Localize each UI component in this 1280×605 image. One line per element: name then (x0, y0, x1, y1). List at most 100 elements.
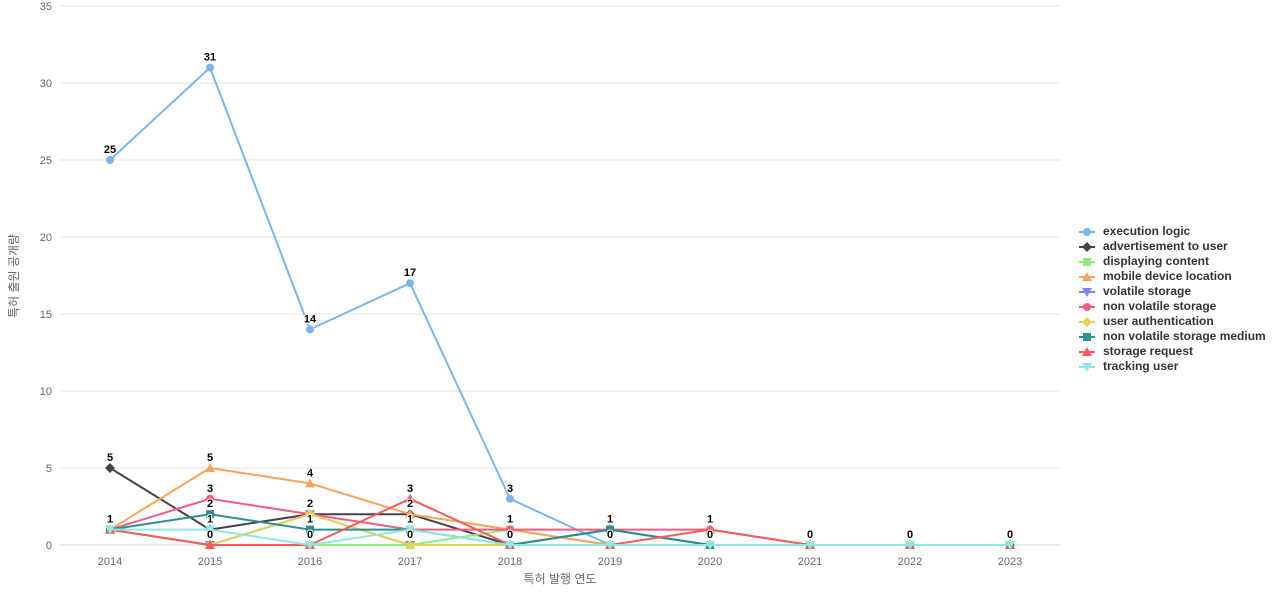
data-label: 1 (307, 514, 313, 526)
data-point[interactable] (206, 494, 214, 503)
data-label: 2 (207, 498, 213, 510)
data-label: 0 (907, 529, 913, 541)
y-tick-label: 30 (40, 78, 52, 90)
legend-marker-icon (1079, 346, 1095, 356)
data-point[interactable] (505, 541, 515, 550)
data-point (1082, 241, 1092, 252)
legend-marker-icon (1079, 287, 1095, 297)
data-label: 0 (207, 529, 213, 541)
data-point (1082, 287, 1092, 297)
data-label: 14 (304, 313, 317, 325)
legend-item[interactable]: storage request (1078, 344, 1266, 359)
data-point (1082, 271, 1092, 281)
legend-marker-icon (1079, 271, 1095, 281)
y-tick-label: 0 (46, 540, 52, 552)
data-point[interactable] (106, 156, 114, 164)
x-tick-label: 2017 (398, 556, 422, 568)
data-point[interactable] (205, 525, 215, 535)
data-point[interactable] (506, 494, 514, 503)
data-point (1082, 362, 1092, 372)
legend-marker-icon (1079, 332, 1095, 341)
data-point[interactable] (206, 510, 214, 519)
data-point[interactable] (305, 478, 315, 488)
data-point[interactable] (205, 540, 215, 549)
data-label: 3 (407, 483, 413, 495)
data-point[interactable] (905, 541, 915, 550)
data-point[interactable] (405, 540, 415, 550)
legend-item[interactable]: volatile storage (1078, 284, 1266, 299)
legend-item[interactable]: non volatile storage medium (1078, 329, 1266, 344)
data-point[interactable] (306, 325, 314, 334)
data-point[interactable] (105, 463, 115, 473)
legend-marker-icon (1079, 316, 1095, 327)
data-label: 0 (707, 529, 713, 541)
data-point[interactable] (805, 541, 815, 550)
legend-label: user authentication (1103, 314, 1214, 328)
legend-marker-icon (1079, 362, 1095, 372)
x-tick-label: 2022 (898, 556, 922, 568)
x-tick-label: 2014 (98, 556, 122, 568)
legend-label: non volatile storage medium (1103, 329, 1266, 343)
data-point[interactable] (405, 509, 415, 519)
data-point[interactable] (305, 541, 315, 550)
legend-label: non volatile storage (1103, 299, 1217, 313)
data-point[interactable] (605, 541, 615, 550)
y-tick-label: 20 (40, 232, 52, 244)
data-point[interactable] (506, 525, 514, 534)
data-point[interactable] (705, 541, 715, 550)
y-tick-label: 5 (46, 463, 52, 475)
data-point[interactable] (105, 525, 115, 535)
x-tick-label: 2018 (498, 556, 522, 568)
legend-marker-icon (1079, 227, 1095, 236)
data-label: 5 (207, 452, 213, 464)
legend-item[interactable]: mobile device location (1078, 269, 1266, 284)
x-tick-label: 2021 (798, 556, 822, 568)
legend-item[interactable]: advertisement to user (1078, 239, 1266, 254)
data-point[interactable] (705, 524, 715, 534)
data-point[interactable] (205, 463, 215, 472)
data-label: 1 (707, 514, 713, 526)
chart-legend: execution logic advertisement to user disp… (1078, 224, 1266, 374)
y-tick-label: 25 (40, 155, 52, 167)
data-label: 1 (607, 514, 613, 526)
data-point (1082, 346, 1092, 356)
data-point[interactable] (305, 509, 315, 520)
legend-item[interactable]: user authentication (1078, 314, 1266, 329)
legend-marker-icon (1079, 302, 1095, 311)
data-point (1083, 302, 1091, 311)
y-tick-label: 10 (40, 386, 52, 398)
data-point[interactable] (206, 63, 214, 72)
legend-marker-icon (1079, 257, 1095, 266)
data-point[interactable] (405, 525, 415, 535)
data-label: 3 (207, 483, 213, 495)
data-label: 0 (1007, 529, 1013, 541)
y-tick-label: 35 (40, 1, 52, 13)
data-label: 3 (507, 483, 513, 495)
legend-item[interactable]: tracking user (1078, 359, 1266, 374)
data-point[interactable] (1005, 541, 1015, 550)
legend-item[interactable]: execution logic (1078, 224, 1266, 239)
x-tick-label: 2023 (998, 556, 1022, 568)
data-point[interactable] (306, 525, 314, 534)
data-point[interactable] (406, 279, 414, 288)
data-label: 31 (204, 52, 216, 64)
data-label: 0 (507, 529, 513, 541)
data-label: 25 (104, 144, 116, 156)
data-point[interactable] (405, 493, 415, 503)
x-tick-label: 2019 (598, 556, 622, 568)
data-label: 1 (107, 514, 113, 526)
y-tick-label: 15 (40, 309, 52, 321)
series-line (109, 528, 1011, 546)
legend-item[interactable]: displaying content (1078, 254, 1266, 269)
data-point[interactable] (606, 525, 614, 534)
legend-item[interactable]: non volatile storage (1078, 299, 1266, 314)
data-point (1083, 257, 1091, 266)
legend-label: displaying content (1103, 254, 1210, 268)
legend-label: advertisement to user (1103, 239, 1228, 253)
data-point (1082, 316, 1092, 327)
x-axis-title: 특허 발행 연도 (524, 571, 597, 586)
data-label: 2 (307, 498, 313, 510)
data-label: 2 (407, 498, 413, 510)
